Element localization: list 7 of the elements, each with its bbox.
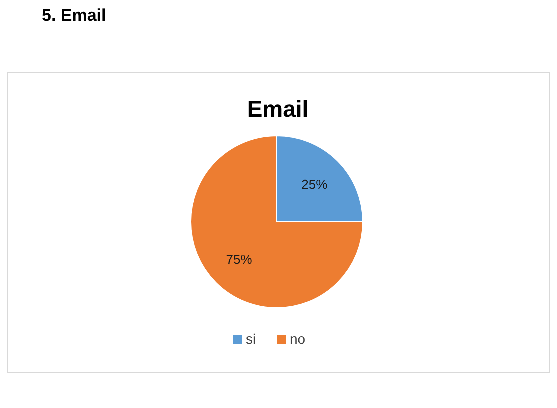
- pie-slice: [190, 136, 364, 308]
- legend-label: si: [246, 331, 256, 347]
- data-label: 75%: [226, 252, 253, 268]
- legend-label: no: [290, 331, 306, 347]
- chart-title: Email: [247, 96, 309, 122]
- data-label: 25%: [302, 176, 328, 192]
- text: 5. Email: [42, 6, 106, 25]
